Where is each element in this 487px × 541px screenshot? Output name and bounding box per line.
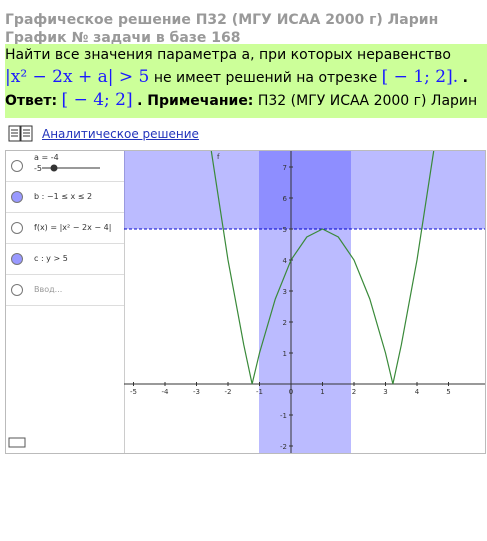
- input[interactable]: Ввод...: [34, 285, 63, 294]
- x-tick-label: -1: [256, 388, 263, 396]
- y-tick-label: 7: [283, 164, 287, 172]
- text: Найти все значения параметра a, при кото…: [5, 47, 451, 63]
- x-tick-label: -4: [162, 388, 170, 396]
- math: |x² − 2x + a| > 5: [5, 67, 150, 87]
- subtitle: График № задачи в базе 168: [5, 30, 241, 46]
- x-tick-label: -2: [225, 388, 232, 396]
- x-tick-label: 0: [289, 388, 293, 396]
- y-tick-label: 6: [283, 195, 288, 203]
- y-tick-label: -1: [280, 412, 287, 420]
- text: не имеет решений на отрезке: [153, 70, 378, 86]
- x-tick-label: 2: [352, 388, 356, 396]
- keyboard-icon[interactable]: [8, 437, 28, 449]
- curve-label: f: [217, 153, 220, 161]
- title: Графическое решение П32 (МГУ ИСАА 2000 г…: [5, 12, 439, 28]
- slider-label: a = -4: [34, 153, 59, 162]
- slider[interactable]: [42, 164, 102, 172]
- y-tick-label: 3: [283, 288, 287, 296]
- y-tick-label: 5: [283, 226, 287, 234]
- note: П32 (МГУ ИСАА 2000 г) Ларин: [257, 93, 478, 109]
- answer-label: Ответ:: [5, 93, 58, 109]
- x-tick-label: 4: [415, 388, 420, 396]
- region-c: [124, 151, 485, 229]
- x-tick-label: -3: [193, 388, 200, 396]
- y-tick-label: 4: [283, 257, 288, 265]
- item: f(x) = |x² − 2x − 4|: [34, 223, 112, 232]
- math: [ − 1; 2].: [381, 67, 459, 87]
- y-tick-label: 1: [283, 350, 287, 358]
- y-tick-label: 2: [283, 319, 287, 327]
- note-label: . Примечание:: [137, 93, 254, 109]
- x-tick-label: 5: [446, 388, 450, 396]
- answer: [ − 4; 2]: [61, 90, 133, 110]
- x-tick-label: 1: [320, 388, 324, 396]
- item: b : −1 ≤ x ≤ 2: [34, 192, 93, 201]
- slider-min: -5: [34, 164, 42, 173]
- x-tick-label: -5: [130, 388, 137, 396]
- link[interactable]: Аналитическое решение: [42, 127, 199, 141]
- y-tick-label: -2: [280, 443, 287, 451]
- task-box: Найти все значения параметра a, при кото…: [5, 44, 487, 118]
- algebra-view: a = -4 -5 b : −1 ≤ x ≤ 2 f(x) = |x² − 2x …: [6, 151, 125, 453]
- item: c : y > 5: [34, 254, 68, 263]
- text: .: [462, 70, 468, 86]
- book-icon: [8, 125, 33, 142]
- x-tick-label: 3: [383, 388, 387, 396]
- applet: a = -4 -5 b : −1 ≤ x ≤ 2 f(x) = |x² − 2x …: [5, 150, 486, 454]
- curve: [210, 151, 435, 385]
